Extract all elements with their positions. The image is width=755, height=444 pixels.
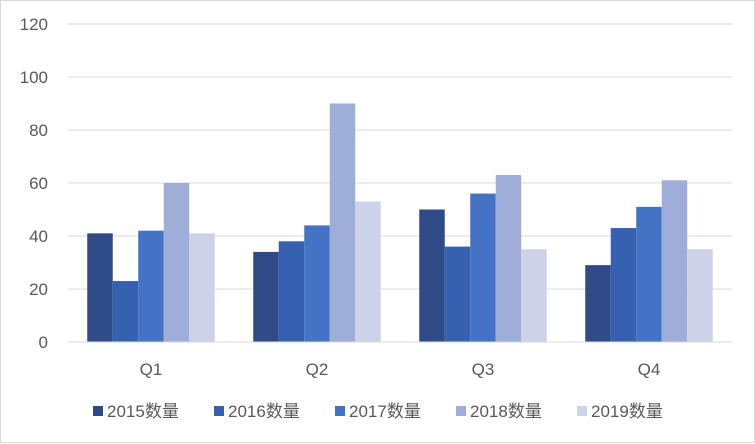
bar (521, 249, 547, 342)
bar (304, 225, 330, 342)
legend-label: 2018数量 (470, 402, 542, 421)
y-tick-label: 100 (20, 68, 48, 87)
x-tick-label: Q4 (638, 360, 661, 379)
x-tick-label: Q1 (140, 360, 163, 379)
y-tick-label: 20 (29, 280, 48, 299)
x-tick-label: Q2 (306, 360, 329, 379)
legend-swatch (335, 406, 345, 416)
legend-swatch (577, 406, 587, 416)
bar (253, 251, 279, 342)
y-tick-label: 120 (20, 15, 48, 34)
bar (163, 183, 190, 342)
bar (189, 233, 215, 342)
bar (495, 175, 522, 342)
y-tick-label: 80 (29, 121, 48, 140)
x-axis: Q1 Q2 Q3 Q4 (68, 341, 732, 379)
legend-swatch (93, 406, 103, 416)
bar (470, 193, 496, 342)
legend: 2015数量 2016数量 2017数量 2018数量 2019数量 (93, 402, 663, 421)
legend-swatch (214, 406, 224, 416)
y-axis: 0 20 40 60 80 100 120 (20, 15, 48, 352)
bar (329, 103, 356, 342)
y-tick-label: 40 (29, 227, 48, 246)
bar (585, 265, 611, 342)
bar (355, 201, 381, 342)
bar (419, 209, 445, 342)
bar (278, 241, 305, 342)
legend-label: 2017数量 (349, 402, 421, 421)
bar (444, 246, 471, 342)
bar (138, 230, 164, 342)
legend-label: 2015数量 (107, 402, 179, 421)
y-tick-label: 60 (29, 174, 48, 193)
bars (87, 103, 713, 342)
bar (112, 281, 139, 342)
x-tick-label: Q3 (472, 360, 495, 379)
bar (636, 206, 662, 342)
legend-swatch (456, 406, 466, 416)
bar (687, 249, 713, 342)
legend-label: 2019数量 (591, 402, 663, 421)
bar (610, 228, 637, 342)
legend-label: 2016数量 (228, 402, 300, 421)
bar (87, 233, 113, 342)
bar (661, 180, 688, 342)
y-tick-label: 0 (39, 333, 48, 352)
